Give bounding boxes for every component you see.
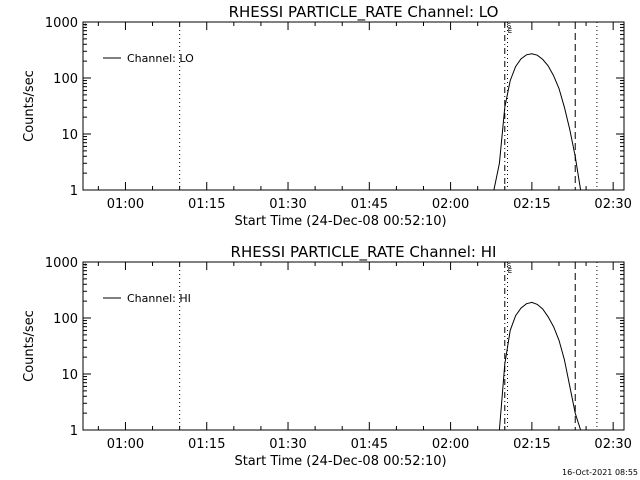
x-tick-label: 01:00 xyxy=(107,437,144,452)
x-tick-label: 01:30 xyxy=(269,197,306,212)
x-axis-label: Start Time (24-Dec-08 00:52:10) xyxy=(234,454,446,469)
y-axis-label: Counts/sec xyxy=(22,310,37,382)
legend-label: Channel: LO xyxy=(127,52,194,65)
y-tick-label: 100 xyxy=(53,72,78,87)
y-tick-label: 10 xyxy=(61,128,78,143)
marker-tag: S xyxy=(507,262,512,270)
y-axis-label: Counts/sec xyxy=(22,70,37,142)
legend-label: Channel: HI xyxy=(127,292,191,305)
x-tick-label: 01:30 xyxy=(269,437,306,452)
x-tick-label: 02:00 xyxy=(432,197,469,212)
panel-2: RHESSI PARTICLE_RATE Channel: HI Start Ti… xyxy=(22,243,632,469)
x-tick-label: 01:15 xyxy=(188,197,225,212)
y-tick-label: 100 xyxy=(53,312,78,327)
x-axis-label: Start Time (24-Dec-08 00:52:10) xyxy=(234,214,446,229)
plot-frame xyxy=(82,21,625,191)
x-tick-label: 02:15 xyxy=(513,437,550,452)
x-tick-label: 02:15 xyxy=(513,197,550,212)
chart-title: RHESSI PARTICLE_RATE Channel: HI xyxy=(231,243,497,262)
series-line xyxy=(498,301,582,431)
footer-timestamp: 16-Oct-2021 08:55 xyxy=(562,468,638,477)
x-tick-label: 01:15 xyxy=(188,437,225,452)
y-tick-label: 1000 xyxy=(45,256,78,271)
panel-1: RHESSI PARTICLE_RATE Channel: LO Start Ti… xyxy=(22,3,632,229)
y-tick-label: 1 xyxy=(70,424,78,439)
corner-mark: * xyxy=(84,22,88,30)
marker-tag: E xyxy=(508,27,512,35)
marker-tag: E xyxy=(508,267,512,275)
plot-frame xyxy=(82,261,625,431)
y-tick-label: 1 xyxy=(70,184,78,199)
corner-mark: * xyxy=(84,262,88,270)
x-tick-label: 02:30 xyxy=(594,197,631,212)
x-tick-label: 02:30 xyxy=(594,437,631,452)
y-tick-label: 1000 xyxy=(45,16,78,31)
marker-tag: S xyxy=(507,22,512,30)
x-tick-label: 02:00 xyxy=(432,437,469,452)
x-tick-label: 01:00 xyxy=(107,197,144,212)
chart-title: RHESSI PARTICLE_RATE Channel: LO xyxy=(229,3,499,22)
series-line xyxy=(493,53,582,191)
x-tick-label: 01:45 xyxy=(351,197,388,212)
y-tick-label: 10 xyxy=(61,368,78,383)
x-tick-label: 01:45 xyxy=(351,437,388,452)
